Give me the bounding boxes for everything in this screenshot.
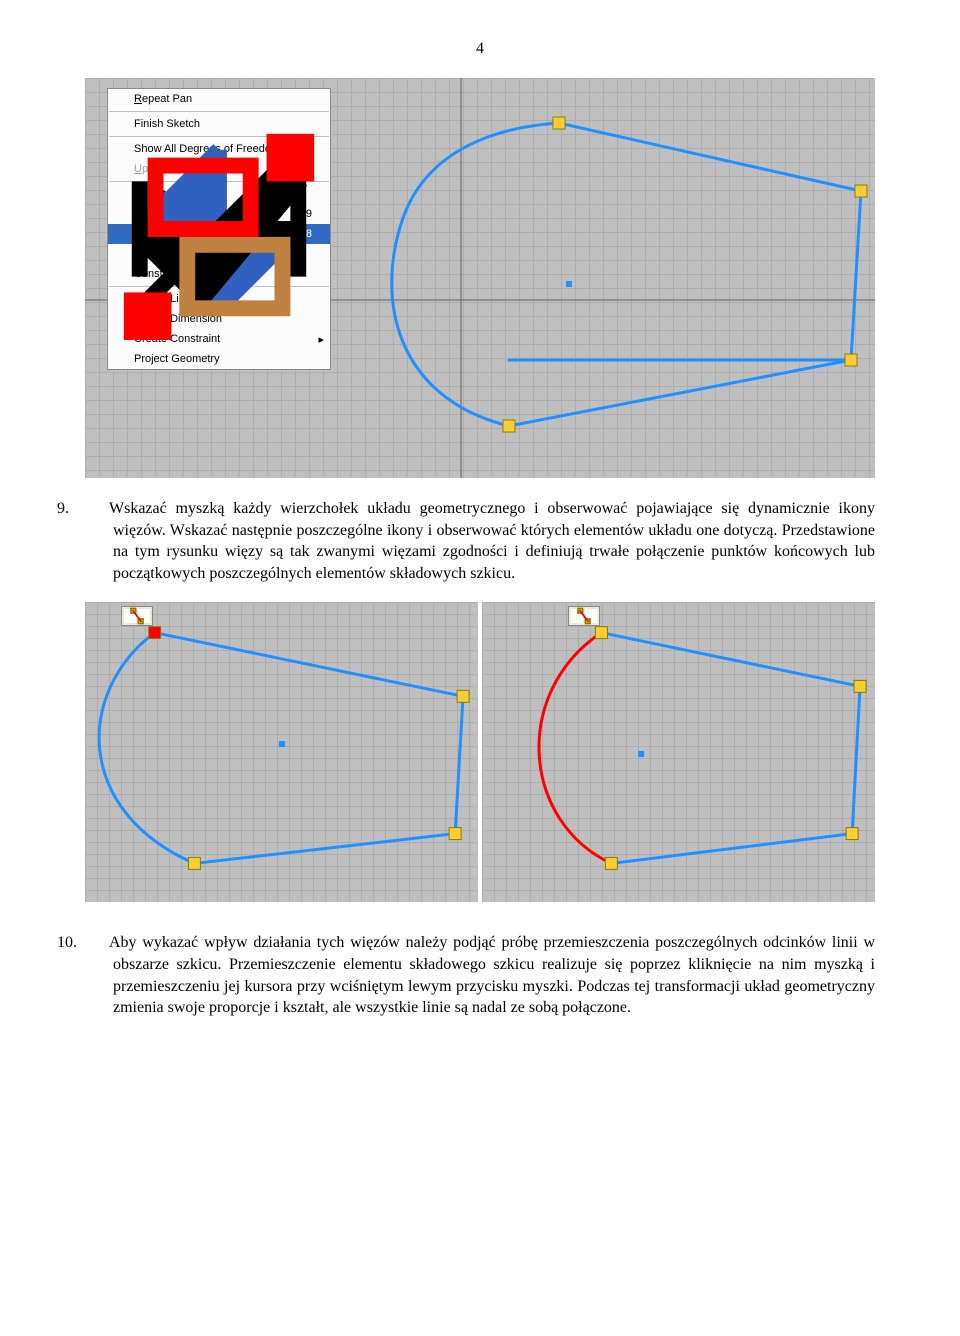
center-marker (279, 741, 285, 747)
sketch-arc[interactable] (539, 633, 611, 864)
sketch-vertex[interactable] (149, 627, 161, 639)
sketch-canvas-2a[interactable] (85, 602, 478, 902)
sketch-canvas-2b[interactable] (482, 602, 875, 902)
sketch-vertex[interactable] (553, 117, 565, 129)
list-number-9: 9. (85, 498, 109, 520)
sketch-vertex[interactable] (854, 681, 866, 693)
sketch-line[interactable] (155, 633, 463, 697)
figure-1: Repeat PanFinish SketchShow All Degrees … (85, 78, 875, 478)
paragraph-9-text: Wskazać myszką każdy wierzchołek układu … (109, 500, 875, 582)
sketch-line[interactable] (852, 687, 860, 834)
sketch-line[interactable] (194, 834, 455, 864)
paragraph-9: 9.Wskazać myszką każdy wierzchołek układ… (85, 498, 875, 584)
figure-pair (85, 602, 875, 902)
sketch-vertex[interactable] (595, 627, 607, 639)
menu-item[interactable]: Project Geometry (108, 349, 330, 369)
sketch-vertex[interactable] (855, 185, 867, 197)
sketch-vertex[interactable] (188, 858, 200, 870)
sketch-line[interactable] (611, 834, 852, 864)
sketch-vertex[interactable] (457, 691, 469, 703)
context-menu[interactable]: Repeat PanFinish SketchShow All Degrees … (107, 88, 331, 370)
sketch-vertex[interactable] (845, 354, 857, 366)
sketch-arc[interactable] (99, 633, 194, 864)
center-marker (566, 281, 572, 287)
sketch-line[interactable] (601, 633, 860, 687)
sketch-line[interactable] (455, 697, 463, 834)
constraint-badge-b[interactable] (568, 606, 600, 626)
sketch-vertex[interactable] (846, 828, 858, 840)
center-marker (638, 751, 644, 757)
sketch-vertex[interactable] (449, 828, 461, 840)
coincident-constraint-icon[interactable] (585, 609, 597, 623)
sketch-arc[interactable] (392, 123, 559, 426)
sketch-line[interactable] (851, 191, 861, 360)
page-number: 4 (85, 40, 875, 58)
paragraph-10: 10.Aby wykazać wpływ działania tych więz… (85, 932, 875, 1018)
list-number-10: 10. (85, 932, 109, 954)
coincident-constraint-icon[interactable] (138, 609, 150, 623)
proj-icon (112, 351, 130, 367)
sketch-vertex[interactable] (503, 420, 515, 432)
sketch-line[interactable] (559, 123, 861, 191)
sketch-line[interactable] (509, 360, 851, 426)
paragraph-10-text: Aby wykazać wpływ działania tych więzów … (109, 934, 875, 1016)
sketch-vertex[interactable] (605, 858, 617, 870)
constraint-badge-a[interactable] (121, 606, 153, 626)
sketch-canvas-1[interactable]: Repeat PanFinish SketchShow All Degrees … (85, 78, 875, 478)
